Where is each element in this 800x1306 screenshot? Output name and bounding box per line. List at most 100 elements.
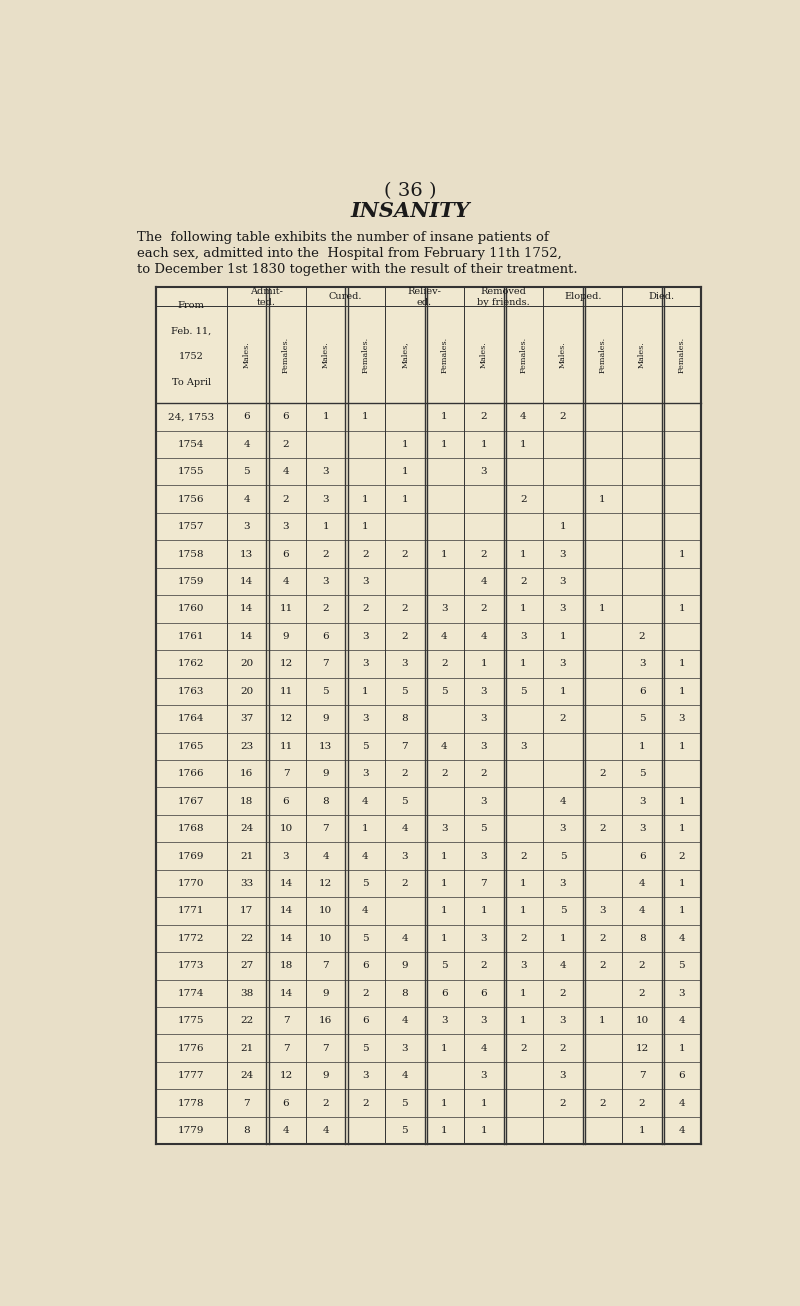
Text: 1761: 1761: [178, 632, 205, 641]
Text: From: From: [178, 300, 205, 310]
Text: 3: 3: [560, 1071, 566, 1080]
Text: Females.: Females.: [519, 337, 527, 372]
Text: The  following table exhibits the number of insane patients of: The following table exhibits the number …: [138, 231, 549, 244]
Text: 24, 1753: 24, 1753: [168, 413, 214, 422]
Text: 3: 3: [481, 797, 487, 806]
Text: 6: 6: [362, 1016, 369, 1025]
Text: 1: 1: [678, 742, 685, 751]
Text: 3: 3: [282, 852, 290, 861]
Text: 5: 5: [560, 852, 566, 861]
Text: 2: 2: [560, 1098, 566, 1107]
Text: 2: 2: [282, 495, 290, 504]
Text: 2: 2: [481, 413, 487, 422]
Text: 1772: 1772: [178, 934, 205, 943]
Text: 1760: 1760: [178, 605, 205, 614]
Text: 1: 1: [362, 824, 369, 833]
Text: 1: 1: [441, 852, 447, 861]
Text: 1: 1: [560, 632, 566, 641]
Text: 3: 3: [520, 961, 526, 970]
Text: 1775: 1775: [178, 1016, 205, 1025]
Text: Cured.: Cured.: [329, 293, 362, 302]
Text: 1: 1: [481, 440, 487, 449]
Text: 1: 1: [481, 906, 487, 916]
Text: 24: 24: [240, 824, 253, 833]
Text: 3: 3: [362, 632, 369, 641]
Text: 3: 3: [402, 852, 408, 861]
Text: 5: 5: [441, 687, 447, 696]
Text: 21: 21: [240, 852, 253, 861]
Text: 2: 2: [599, 961, 606, 970]
Text: 6: 6: [638, 852, 646, 861]
Text: 10: 10: [319, 934, 332, 943]
Text: 2: 2: [638, 632, 646, 641]
Text: 9: 9: [322, 1071, 329, 1080]
Text: 3: 3: [481, 934, 487, 943]
Text: 5: 5: [638, 714, 646, 724]
Text: 6: 6: [282, 550, 290, 559]
Text: 6: 6: [282, 413, 290, 422]
Text: 4: 4: [402, 1071, 408, 1080]
Text: 7: 7: [638, 1071, 646, 1080]
Text: 1: 1: [520, 440, 526, 449]
Text: 1: 1: [481, 1098, 487, 1107]
Text: 1765: 1765: [178, 742, 205, 751]
Text: 2: 2: [402, 632, 408, 641]
Text: 24: 24: [240, 1071, 253, 1080]
Text: Males.: Males.: [559, 341, 567, 368]
Text: 1: 1: [441, 906, 447, 916]
Text: 3: 3: [678, 989, 685, 998]
Text: 3: 3: [599, 906, 606, 916]
Text: 1762: 1762: [178, 660, 205, 669]
Text: 1: 1: [481, 1126, 487, 1135]
Text: 3: 3: [481, 468, 487, 477]
Text: 1: 1: [599, 1016, 606, 1025]
Text: 1: 1: [560, 934, 566, 943]
Text: Males,: Males,: [401, 341, 409, 368]
Text: Females.: Females.: [598, 337, 606, 372]
Text: 2: 2: [678, 852, 685, 861]
Text: 1: 1: [441, 440, 447, 449]
Text: 1759: 1759: [178, 577, 205, 586]
Text: 1: 1: [678, 1043, 685, 1053]
Text: 20: 20: [240, 660, 253, 669]
Text: 4: 4: [441, 632, 447, 641]
Text: 3: 3: [560, 577, 566, 586]
Text: 1771: 1771: [178, 906, 205, 916]
Text: 1: 1: [638, 742, 646, 751]
Text: 4: 4: [322, 852, 329, 861]
Text: To April: To April: [172, 377, 211, 387]
Text: 1766: 1766: [178, 769, 205, 778]
Text: 5: 5: [402, 1126, 408, 1135]
Text: 4: 4: [282, 468, 290, 477]
Text: 2: 2: [322, 605, 329, 614]
Text: 7: 7: [282, 1016, 290, 1025]
Text: 3: 3: [322, 495, 329, 504]
Text: 2: 2: [362, 989, 369, 998]
Text: 2: 2: [441, 660, 447, 669]
Text: 37: 37: [240, 714, 253, 724]
Text: Died.: Died.: [649, 293, 675, 302]
Text: Males.: Males.: [638, 341, 646, 368]
Text: 1767: 1767: [178, 797, 205, 806]
Text: 3: 3: [322, 577, 329, 586]
Text: 4: 4: [678, 1016, 685, 1025]
Text: 1: 1: [402, 468, 408, 477]
Text: 12: 12: [635, 1043, 649, 1053]
Text: 5: 5: [362, 1043, 369, 1053]
Text: 2: 2: [638, 961, 646, 970]
Text: 27: 27: [240, 961, 253, 970]
Text: 38: 38: [240, 989, 253, 998]
Text: 3: 3: [481, 687, 487, 696]
Text: 3: 3: [322, 468, 329, 477]
Text: 1: 1: [678, 660, 685, 669]
Text: 3: 3: [243, 522, 250, 532]
Text: 4: 4: [678, 934, 685, 943]
Text: 2: 2: [322, 1098, 329, 1107]
Text: 2: 2: [638, 1098, 646, 1107]
Text: 7: 7: [322, 824, 329, 833]
Text: 1: 1: [678, 824, 685, 833]
Text: 4: 4: [362, 797, 369, 806]
Text: 1: 1: [520, 879, 526, 888]
Text: 3: 3: [481, 742, 487, 751]
Text: 6: 6: [638, 687, 646, 696]
